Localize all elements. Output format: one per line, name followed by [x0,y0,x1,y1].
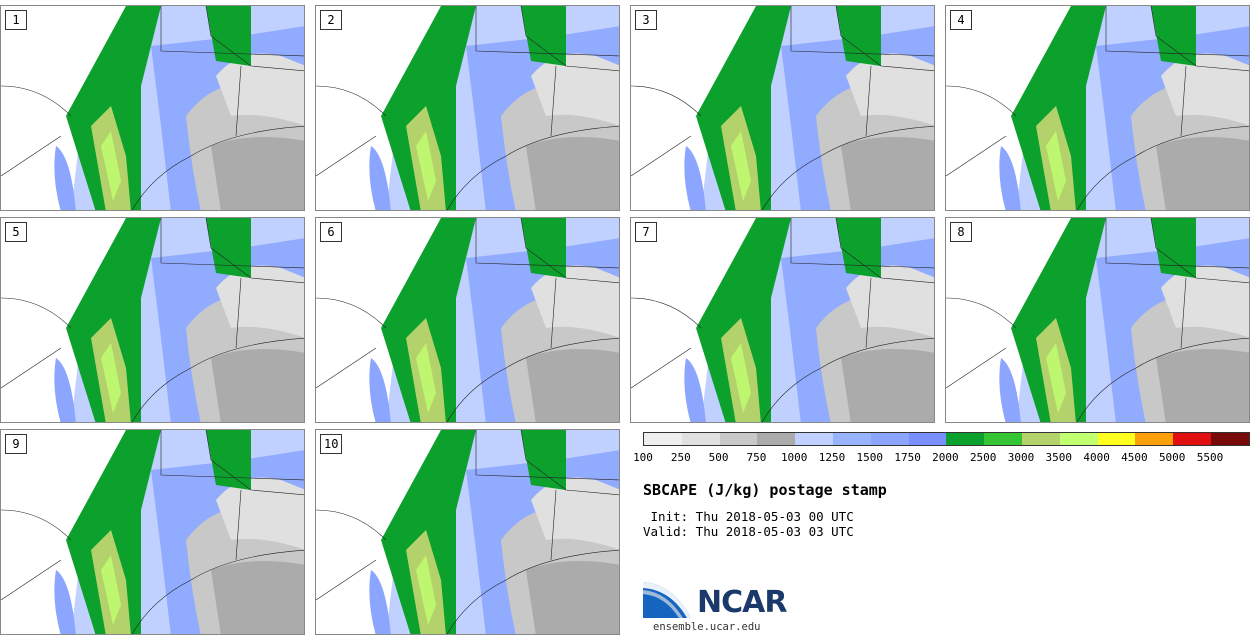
colorbar-swatch [795,433,833,445]
colorbar-swatch [757,433,796,445]
ncar-logo-icon [643,582,691,618]
member-number: 4 [950,10,972,30]
colorbar [643,432,1250,446]
member-number: 2 [320,10,342,30]
ncar-logo-text: NCAR [697,585,787,620]
colorbar-swatch [946,433,985,445]
colorbar-tick-label: 4500 [1121,451,1148,464]
member-number: 1 [5,10,27,30]
colorbar-tick-label: 1250 [818,451,846,464]
colorbar-swatch [1021,433,1060,445]
colorbar-swatch [681,433,720,445]
colorbar-swatch [644,433,682,445]
plot-title: SBCAPE (J/kg) postage stamp [643,481,887,499]
member-number: 8 [950,222,972,242]
colorbar-swatch [1173,433,1211,445]
colorbar-swatch [1135,433,1174,445]
cape-map [316,6,619,210]
postage-stamp-panel: 8 [945,217,1250,423]
colorbar-tick-label: 3000 [1007,451,1035,464]
valid-time: Valid: Thu 2018-05-03 03 UTC [643,524,854,539]
colorbar-swatch [832,433,871,445]
postage-stamp-panel: 1 [0,5,305,211]
init-time: Init: Thu 2018-05-03 00 UTC [643,509,854,524]
postage-stamp-panel: 2 [315,5,620,211]
cape-map [946,218,1249,422]
postage-stamp-panel: 3 [630,5,935,211]
colorbar-tick-label: 250 [670,451,691,464]
colorbar-swatch [1210,433,1249,445]
member-number: 3 [635,10,657,30]
colorbar-swatch [719,433,758,445]
postage-stamp-panel: 7 [630,217,935,423]
colorbar-swatch [908,433,947,445]
colorbar-swatch [1097,433,1136,445]
colorbar-ticks: 100 250 500 750 1000 1250 1500 1750 2000 2500 3000… [633,451,1249,465]
colorbar-swatch [984,433,1022,445]
colorbar-swatch [870,433,909,445]
time-info: Init: Thu 2018-05-03 00 UTC Valid: Thu 2… [643,509,854,539]
cape-map [1,6,304,210]
postage-stamp-panel: 5 [0,217,305,423]
colorbar-tick-label: 100 [633,451,653,464]
member-number: 9 [5,434,27,454]
colorbar-tick-label: 3500 [1045,451,1073,464]
colorbar-tick-label: 2000 [932,451,959,464]
cape-map [316,218,619,422]
cape-map [631,218,934,422]
colorbar-tick-label: 1500 [856,451,884,464]
member-number: 6 [320,222,342,242]
colorbar-tick-label: 1000 [780,451,808,464]
member-number: 5 [5,222,27,242]
colorbar-tick-label: 500 [708,451,729,464]
colorbar-tick-label: 5000 [1158,451,1186,464]
postage-stamp-panel: 10 [315,429,620,635]
ncar-url: ensemble.ucar.edu [653,621,761,633]
colorbar-tick-label: 5500 [1196,451,1224,464]
cape-map [1,430,304,634]
cape-map [631,6,934,210]
colorbar-tick-label: 1750 [894,451,921,464]
cape-map [316,430,619,634]
cape-map [1,218,304,422]
postage-stamp-panel: 9 [0,429,305,635]
member-number: 10 [320,434,343,454]
colorbar-tick-label: 4000 [1083,451,1110,464]
colorbar-swatch [1059,433,1098,445]
postage-stamp-panel: 4 [945,5,1250,211]
cape-map [946,6,1249,210]
member-number: 7 [635,222,657,242]
colorbar-tick-label: 2500 [969,451,997,464]
colorbar-tick-label: 750 [746,451,767,464]
postage-stamp-panel: 6 [315,217,620,423]
